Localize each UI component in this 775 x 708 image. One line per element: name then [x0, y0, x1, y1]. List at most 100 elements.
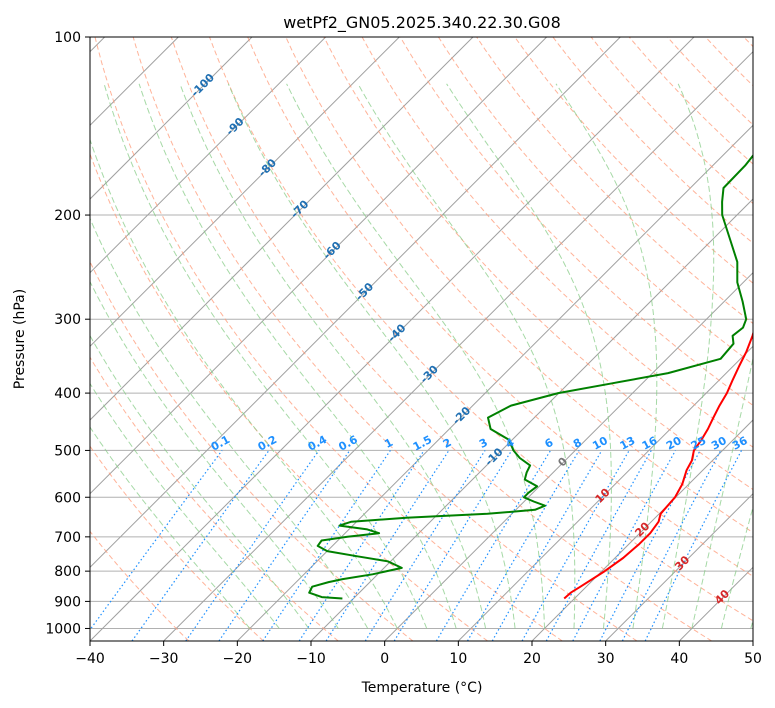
moist-adiabat-line	[661, 83, 715, 629]
isotherm-label: -50	[353, 280, 376, 303]
isotherm-line	[310, 198, 753, 641]
x-tick-label: −30	[149, 651, 179, 667]
isotherm-line	[605, 492, 753, 641]
moist-adiabat-line	[179, 83, 487, 629]
moist-adiabat-line	[750, 618, 753, 629]
dry-adiabat-line	[361, 37, 753, 448]
mixing-ratio-label: 3	[477, 436, 490, 451]
isotherm-line	[90, 37, 253, 200]
mixing-ratio-label: 1	[382, 436, 395, 451]
dry-adiabat-line	[90, 152, 488, 641]
mixing-ratio-line	[262, 450, 391, 641]
dry-adiabat-line	[590, 37, 753, 205]
moist-adiabat-line	[286, 83, 545, 629]
isotherm-line	[384, 271, 753, 641]
mixing-ratio-label: 36	[730, 434, 750, 453]
x-tick-label: 50	[744, 651, 762, 667]
moist-adiabat-line	[691, 355, 753, 629]
x-axis-title: Temperature (°C)	[361, 680, 483, 696]
axis-layer: −40 −30 −20 −10 0 10 20 30 40 5010020030040050060…	[45, 30, 762, 667]
isotherm-label: -60	[321, 239, 344, 262]
isotherm-label: -100	[188, 71, 217, 100]
mixing-ratio-label: 30	[709, 434, 729, 453]
isotherm-label: 0	[555, 454, 570, 469]
moist-adiabat-line	[555, 83, 658, 629]
x-tick-label: −20	[223, 651, 253, 667]
temperature-profile	[563, 330, 753, 600]
y-tick-label: 500	[54, 443, 81, 459]
dry-adiabat-line	[90, 356, 339, 641]
x-tick-label: −40	[75, 651, 105, 667]
mixing-ratio-line	[521, 450, 630, 641]
isotherm-line	[163, 50, 753, 641]
mixing-ratio-line	[393, 450, 513, 641]
mixing-ratio-line	[599, 450, 701, 641]
moist-adiabat-line	[720, 505, 753, 629]
mixing-ratio-line	[298, 450, 425, 641]
moist-adiabat-line	[227, 83, 516, 629]
dry-adiabat-line	[247, 37, 753, 577]
isotherm-line	[678, 566, 753, 641]
y-tick-label: 800	[54, 564, 81, 580]
plot-frame	[89, 36, 754, 642]
mixing-ratio-line	[218, 450, 351, 641]
dry-adiabat-line	[552, 37, 753, 244]
isotherm-line	[752, 640, 753, 641]
isotherm-line	[531, 419, 753, 641]
x-tick-label: 40	[670, 651, 688, 667]
isotherm-line	[90, 37, 621, 569]
dry-adiabat-line	[94, 37, 563, 641]
isotherm-line	[90, 37, 474, 421]
dry-adiabat-line	[667, 37, 753, 126]
moist-adiabat-line	[90, 280, 339, 629]
mixing-ratio-line	[621, 450, 722, 641]
isotherm-line	[90, 37, 548, 495]
moist-adiabat-line	[90, 138, 398, 629]
y-axis-title: Pressure (hPa)	[12, 289, 28, 389]
dry-adiabat-line	[209, 37, 753, 622]
dry-adiabat-line	[399, 37, 753, 407]
mixing-ratio-label: 6	[543, 436, 556, 451]
grid-layer	[90, 37, 753, 641]
isotherm-label: 40	[712, 587, 732, 607]
y-tick-label: 100	[54, 30, 81, 46]
mixing-ratio-line	[90, 450, 223, 631]
dry-adiabat-line	[132, 37, 638, 641]
dry-adiabat-line	[476, 37, 753, 325]
mixing-ratio-line	[325, 450, 450, 641]
moist-adiabat-line	[103, 83, 428, 629]
mixing-ratio-label: 16	[640, 434, 660, 453]
isotherm-line	[90, 37, 695, 641]
mixing-ratio-line	[545, 450, 652, 641]
isotherm-line	[457, 345, 753, 641]
mixing-ratio-line	[435, 450, 552, 641]
dry-adiabat-line	[285, 37, 753, 534]
moist-adiabat-line	[90, 426, 251, 629]
mixing-ratio-label: 20	[664, 434, 684, 453]
isotherm-label: -20	[450, 404, 473, 427]
dry-adiabat-line	[323, 37, 753, 491]
x-tick-label: 30	[597, 651, 615, 667]
chart-title: wetPf2_GN05.2025.340.22.30.G08	[283, 13, 561, 33]
mixing-ratio-line	[131, 450, 270, 641]
y-tick-label: 600	[54, 490, 81, 506]
y-tick-label: 700	[54, 530, 81, 546]
mixing-ratio-label: 4	[504, 436, 517, 451]
y-tick-label: 400	[54, 386, 81, 402]
moist-adiabat-line	[90, 217, 369, 629]
dry-adiabat-line	[170, 37, 712, 641]
x-tick-label: 0	[380, 651, 389, 667]
dry-adiabat-line	[743, 37, 753, 48]
y-tick-label: 900	[54, 594, 81, 610]
dry-adiabat-line	[90, 260, 414, 641]
moist-adiabat-line	[138, 83, 457, 629]
dry-adiabat-line	[705, 37, 753, 87]
isotherm-line	[236, 124, 753, 641]
isotherm-label: 10	[593, 486, 613, 506]
isotherm-line	[90, 37, 327, 274]
mixing-ratio-line	[572, 450, 677, 641]
mixing-ratio-label: 2	[441, 436, 454, 451]
y-tick-label: 200	[54, 208, 81, 224]
x-tick-label: −10	[296, 651, 326, 667]
